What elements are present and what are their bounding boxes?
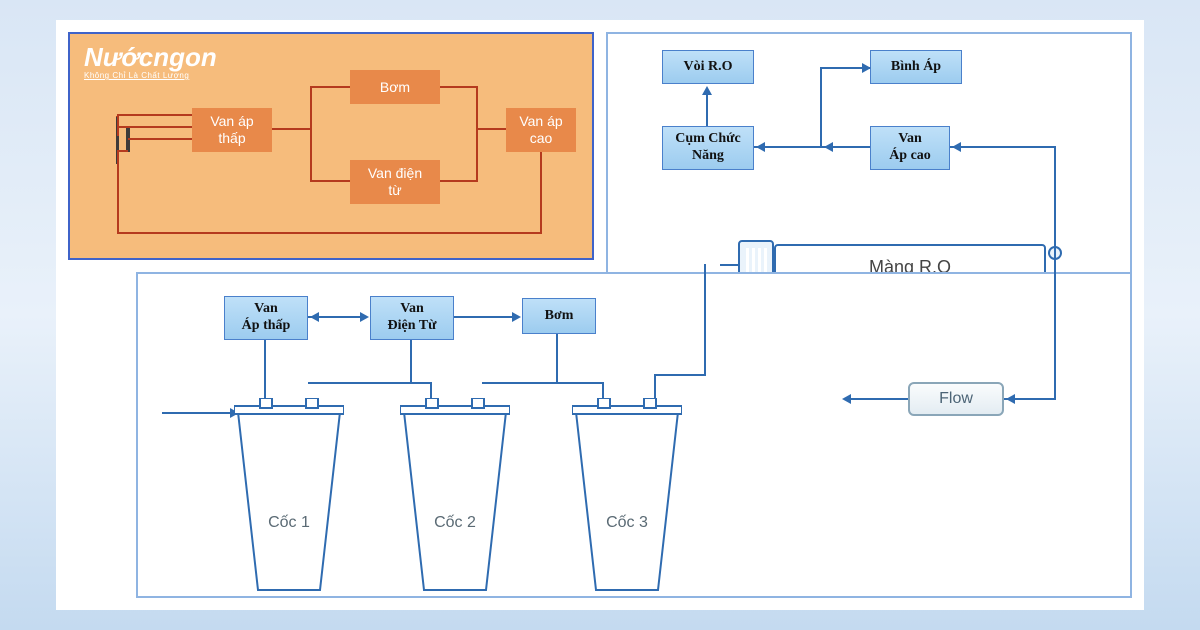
block-cum-chuc-nang: Cụm Chức Năng [662, 126, 754, 170]
pipe [454, 316, 514, 318]
pipe [482, 382, 558, 384]
pipe [556, 334, 558, 384]
arrow-icon [862, 63, 871, 73]
wire [117, 232, 542, 234]
pipe [706, 94, 708, 126]
cup-1-label: Cốc 1 [234, 514, 344, 532]
block-voi-ro: Vòi R.O [662, 50, 754, 84]
arrow-icon [824, 142, 833, 152]
filter-cup-2: Cốc 2 [400, 398, 510, 594]
wire [117, 126, 193, 128]
arrow-icon [952, 142, 961, 152]
pipe [264, 340, 266, 398]
pipe [704, 264, 706, 376]
arrow-icon [842, 394, 851, 404]
logo-tagline: Không Chỉ Là Chất Lượng [84, 71, 217, 80]
arrow-icon [310, 312, 319, 322]
arrow-icon [756, 142, 765, 152]
wire [310, 180, 350, 182]
pipe [1054, 146, 1056, 252]
pipe [820, 67, 822, 147]
block-binh-ap: Bình Áp [870, 50, 962, 84]
battery-short-plate [126, 128, 130, 152]
filter-cup-3: Cốc 3 [572, 398, 682, 594]
arrow-icon [1006, 394, 1015, 404]
brand-logo: Nướcngon Không Chỉ Là Chất Lượng [84, 42, 217, 80]
wire [117, 114, 119, 136]
wire [128, 138, 192, 140]
wire [310, 86, 312, 182]
arrow-icon [360, 312, 369, 322]
panel-electrical-circuit: Nướcngon Không Chỉ Là Chất Lượng Van áp … [68, 32, 594, 260]
wire [476, 128, 506, 130]
wire [476, 86, 478, 182]
block-van-dien-tu-2: Van Điện Từ [370, 296, 454, 340]
arrow-icon [512, 312, 521, 322]
block-van-ap-cao: Van Áp cao [870, 126, 950, 170]
cup-2-label: Cốc 2 [400, 514, 510, 532]
pipe [410, 340, 412, 384]
wire [117, 114, 193, 116]
wire [272, 128, 312, 130]
wire [440, 180, 478, 182]
pipe [556, 382, 604, 384]
wire [310, 86, 350, 88]
block-bom-2: Bơm [522, 298, 596, 334]
pipe [1054, 244, 1056, 280]
pipe [950, 146, 1056, 148]
wire [540, 152, 542, 234]
pipe [720, 264, 738, 266]
pipe [410, 382, 432, 384]
block-flow: Flow [908, 382, 1004, 416]
block-bom: Bơm [350, 70, 440, 104]
pipe [1054, 280, 1056, 400]
wire [117, 150, 128, 152]
block-van-ap-thap-2: Van Áp thấp [224, 296, 308, 340]
pipe [850, 398, 908, 400]
wire [440, 86, 478, 88]
wire [117, 152, 119, 234]
block-van-ap-cao: Van áp cao [506, 108, 576, 152]
cup-3-label: Cốc 3 [572, 514, 682, 532]
logo-text: Nướcngon [84, 42, 217, 72]
filter-cup-1: Cốc 1 [234, 398, 344, 594]
pipe [308, 382, 412, 384]
arrow-icon [702, 86, 712, 95]
block-van-ap-thap: Van áp thấp [192, 108, 272, 152]
panel-prefilter: Van Áp thấp Van Điện Từ Bơm [136, 272, 1132, 598]
block-van-dien-tu: Van điện từ [350, 160, 440, 204]
pipe [654, 374, 706, 376]
diagram-canvas: Nướcngon Không Chỉ Là Chất Lượng Van áp … [56, 20, 1144, 610]
pipe [162, 412, 232, 414]
